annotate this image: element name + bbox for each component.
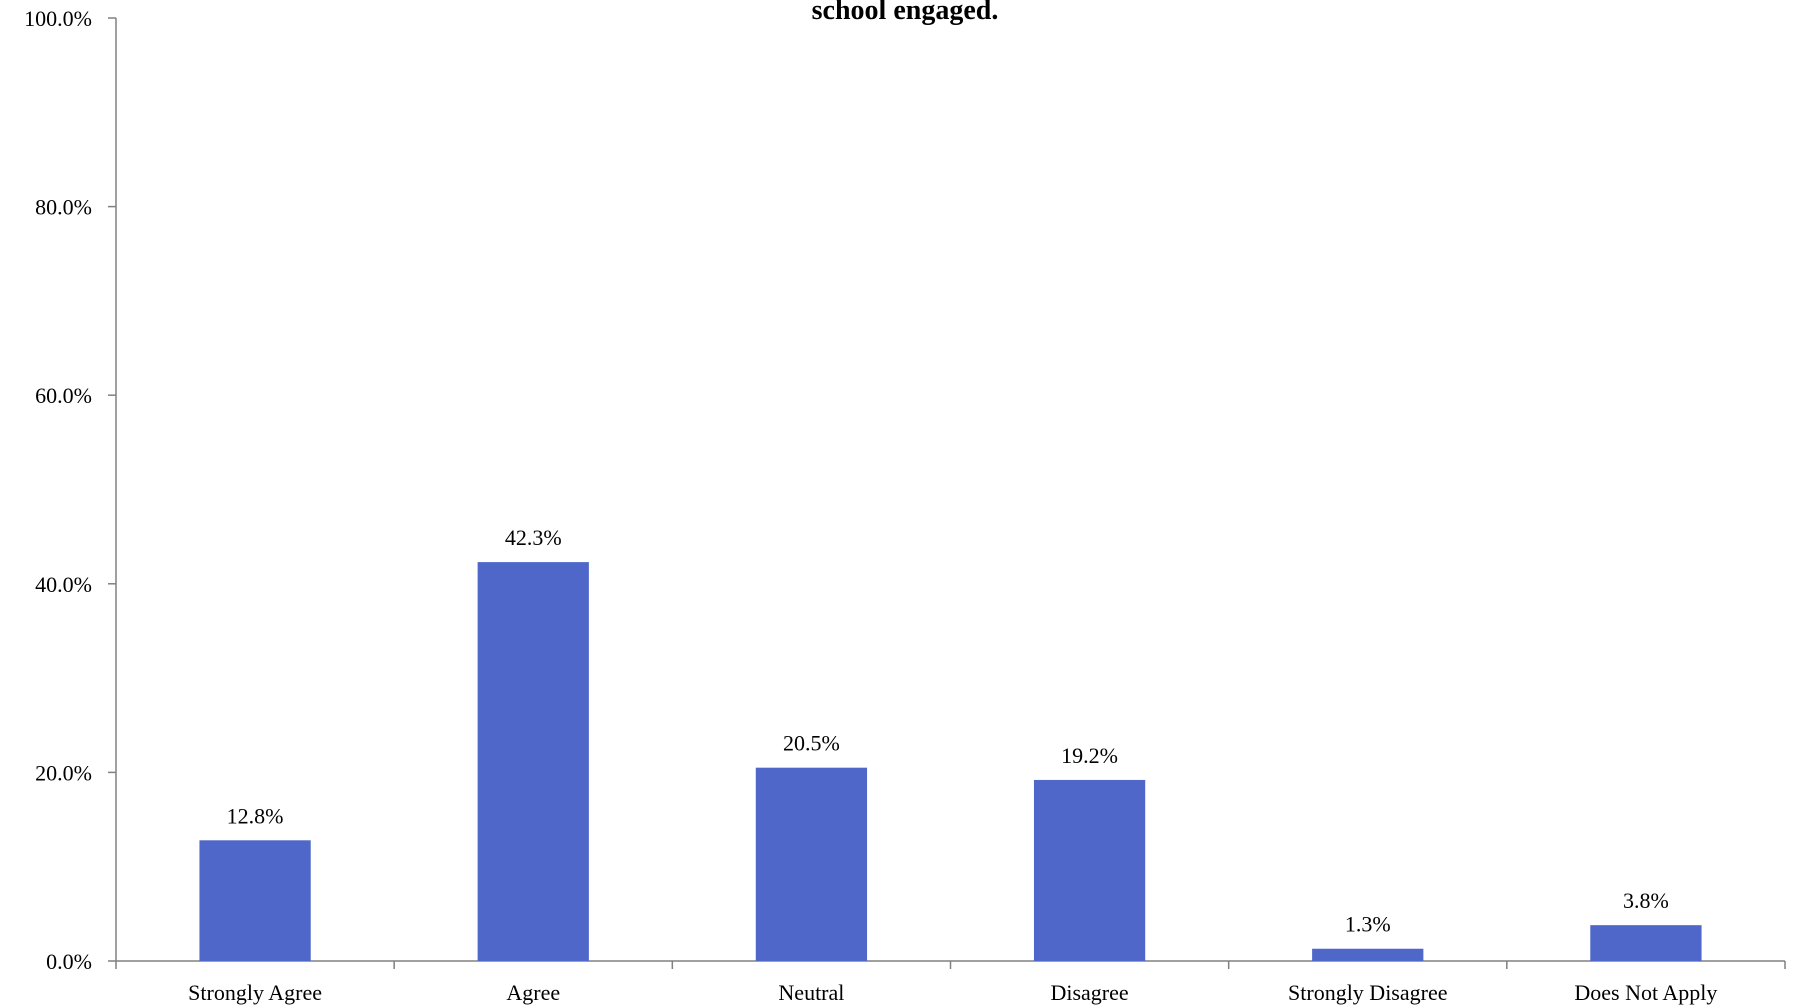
- data-label: 3.8%: [1623, 888, 1669, 913]
- bar: [199, 840, 311, 961]
- y-tick-label: 100.0%: [24, 6, 92, 31]
- x-category-label: Does Not Apply: [1574, 980, 1717, 1005]
- chart-title: school engaged.: [812, 0, 999, 26]
- data-label: 1.3%: [1345, 912, 1391, 937]
- axes: 0.0% 20.0% 40.0% 60.0% 80.0% 100.0% Strongly A…: [24, 6, 1786, 1005]
- x-category-label: Disagree: [1050, 980, 1128, 1005]
- data-label: 42.3%: [505, 525, 562, 550]
- data-label: 12.8%: [227, 803, 284, 828]
- y-tick-label: 40.0%: [35, 572, 92, 597]
- x-category-label: Strongly Disagree: [1288, 980, 1447, 1005]
- bar: [1312, 948, 1424, 961]
- data-label: 19.2%: [1061, 743, 1118, 768]
- y-tick-label: 20.0%: [35, 760, 92, 785]
- data-label: 20.5%: [783, 731, 840, 756]
- x-category-label: Strongly Agree: [188, 980, 322, 1005]
- y-tick-label: 0.0%: [46, 949, 92, 974]
- bars: 12.8% 42.3% 20.5% 19.2% 1.3% 3.8%: [199, 525, 1702, 961]
- bar: [755, 767, 868, 961]
- x-category-label: Agree: [506, 980, 560, 1005]
- x-category-label: Neutral: [778, 980, 844, 1005]
- y-tick-label: 80.0%: [35, 195, 92, 220]
- bar: [477, 562, 589, 961]
- y-tick-label: 60.0%: [35, 383, 92, 408]
- bar: [1033, 779, 1146, 961]
- bar: [1590, 925, 1702, 961]
